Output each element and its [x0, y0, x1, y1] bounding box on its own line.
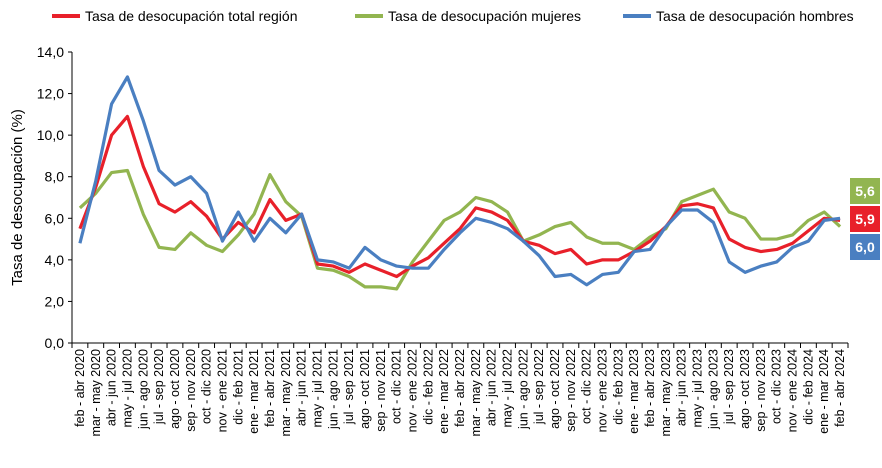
x-tick-label: mar - may 2023 — [659, 349, 673, 437]
end-label-box — [850, 206, 880, 232]
end-label-box — [850, 234, 880, 260]
y-tick-label: 8,0 — [45, 169, 65, 185]
x-tick-label: jun - ago 2020 — [136, 349, 150, 430]
x-tick-label: mar - may 2022 — [469, 349, 483, 437]
x-tick-label: may - jul 2020 — [120, 349, 134, 428]
x-tick-label: oct - dic 2022 — [580, 349, 594, 424]
y-axis-label: Tasa de desocupación (%) — [9, 109, 26, 286]
y-tick-label: 6,0 — [45, 210, 65, 226]
series-line — [78, 168, 842, 291]
x-tick-label: abr - jun 2020 — [105, 349, 119, 426]
y-tick-label: 0,0 — [45, 335, 65, 351]
end-label-box — [850, 178, 880, 204]
x-tick-label: jun - ago 2023 — [706, 349, 720, 430]
x-tick-label: oct - dic 2023 — [770, 349, 784, 424]
series-line — [78, 114, 841, 279]
x-tick-label: nov - ene 2024 — [786, 349, 800, 432]
x-tick-label: jul - sep 2023 — [722, 349, 736, 425]
x-tick-label: nov - ene 2021 — [215, 349, 229, 432]
x-tick-label: jul - sep 2021 — [342, 349, 356, 425]
x-tick-label: mar - may 2021 — [279, 349, 293, 437]
x-tick-label: ene - mar 2024 — [817, 349, 831, 434]
x-tick-label: feb - abr 2024 — [833, 349, 847, 427]
x-tick-label: dic - feb 2023 — [611, 349, 625, 425]
x-tick-label: feb - abr 2021 — [263, 349, 277, 427]
x-tick-label: may - jul 2021 — [310, 349, 324, 428]
x-tick-label: mar - may 2020 — [89, 349, 103, 437]
legend-label: Tasa de desocupación mujeres — [388, 8, 581, 24]
x-tick-label: ago - oct 2023 — [738, 349, 752, 429]
x-tick-label: may - jul 2023 — [691, 349, 705, 428]
x-tick-label: ago - oct 2021 — [358, 349, 372, 429]
x-tick-label: nov - ene 2023 — [596, 349, 610, 432]
x-tick-label: feb - abr 2023 — [643, 349, 657, 427]
x-tick-label: nov - ene 2022 — [405, 349, 419, 432]
x-tick-label: abr - jun 2021 — [295, 349, 309, 426]
x-tick-label: ene - mar 2022 — [437, 349, 451, 434]
x-tick-label: sep - nov 2022 — [564, 349, 578, 432]
x-tick-label: jul - sep 2022 — [532, 349, 546, 425]
x-tick-label: sep - nov 2021 — [374, 349, 388, 432]
x-tick-label: abr - jun 2023 — [675, 349, 689, 426]
end-label: 6,0 — [855, 239, 875, 255]
x-tick-label: jun - ago 2021 — [326, 349, 340, 430]
x-tick-label: may - jul 2022 — [501, 349, 515, 428]
x-tick-label: oct - dic 2021 — [390, 349, 404, 424]
x-tick-label: sep - nov 2023 — [754, 349, 768, 432]
x-tick-label: dic - feb 2022 — [421, 349, 435, 425]
x-tick-label: jul - sep 2020 — [152, 349, 166, 425]
x-tick-label: dic - feb 2021 — [231, 349, 245, 425]
y-tick-label: 4,0 — [45, 252, 65, 268]
legend-label: Tasa de desocupación total región — [85, 8, 297, 24]
x-tick-label: ago - oct 2022 — [548, 349, 562, 429]
x-tick-label: sep - nov 2020 — [184, 349, 198, 432]
x-tick-label: dic - feb 2024 — [801, 349, 815, 425]
x-tick-label: ene - mar 2021 — [247, 349, 261, 434]
x-tick-label: ene - mar 2023 — [627, 349, 641, 434]
legend-label: Tasa de desocupación hombres — [656, 8, 854, 24]
x-tick-label: oct - dic 2020 — [200, 349, 214, 424]
x-tick-label: feb - abr 2022 — [453, 349, 467, 427]
x-tick-label: ago - oct 2020 — [168, 349, 182, 429]
y-tick-label: 2,0 — [45, 293, 65, 309]
end-label: 5,6 — [855, 183, 875, 199]
x-tick-label: abr - jun 2022 — [485, 349, 499, 426]
x-tick-label: jun - ago 2022 — [516, 349, 530, 430]
y-tick-label: 12,0 — [37, 86, 64, 102]
series-line — [78, 75, 841, 287]
y-tick-label: 14,0 — [37, 44, 64, 60]
end-label: 5,9 — [855, 211, 875, 227]
y-tick-label: 10,0 — [37, 127, 64, 143]
x-tick-label: feb - abr 2020 — [73, 349, 87, 427]
